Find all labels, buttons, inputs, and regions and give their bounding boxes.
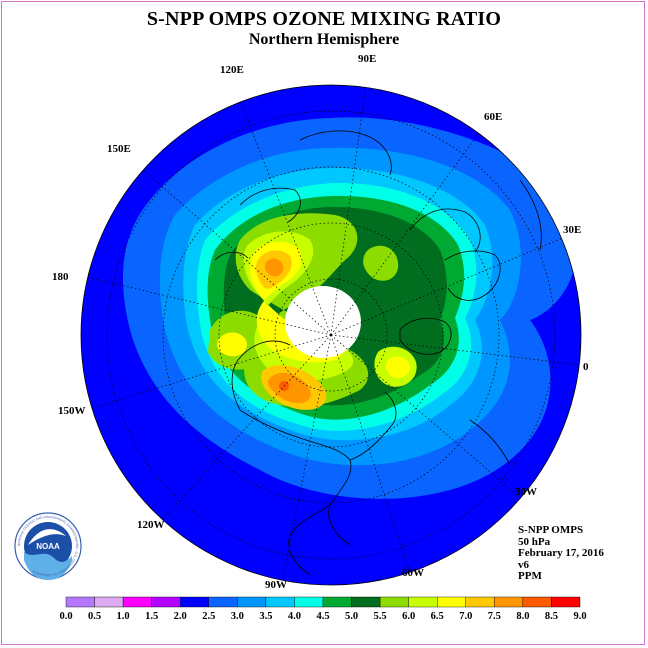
lon-label-90w: 90W — [265, 579, 287, 591]
colorbar-tick-label: 6.0 — [402, 611, 415, 622]
colorbar-swatch — [465, 596, 495, 608]
map-title: S-NPP OMPS OZONE MIXING RATIO — [146, 8, 502, 30]
colorbar-swatch — [522, 596, 552, 608]
info-date: February 17, 2016 — [518, 547, 604, 559]
lon-label-180: 180 — [52, 271, 69, 283]
colorbar-tick-label: 5.0 — [345, 611, 358, 622]
meridians — [81, 85, 581, 581]
colorbar-tick-label: 9.0 — [573, 611, 586, 622]
colorbar-tick-label: 3.5 — [259, 611, 272, 622]
parallels — [106, 110, 556, 560]
lon-label-90e: 90E — [358, 53, 376, 65]
lon-label-30w: 30W — [515, 486, 537, 498]
lon-label-60w: 60W — [402, 567, 424, 579]
lon-label-0: 0 — [583, 361, 589, 373]
info-block: S-NPP OMPS 50 hPa February 17, 2016 v6 P… — [518, 524, 604, 583]
lon-label-150e: 150E — [107, 143, 131, 155]
colorbar-swatch — [65, 596, 95, 608]
lon-label-120e: 120E — [220, 64, 244, 76]
colorbar-swatch — [494, 596, 524, 608]
info-units: PPM — [518, 570, 542, 582]
lon-label-60e: 60E — [484, 111, 502, 123]
map-border — [80, 84, 582, 586]
colorbar-tick-label: 1.5 — [145, 611, 158, 622]
colorbar-tick-label: 1.0 — [117, 611, 130, 622]
colorbar-tick-label: 6.5 — [431, 611, 444, 622]
colorbar-tick-label: 7.5 — [488, 611, 501, 622]
colorbar-swatch — [94, 596, 124, 608]
noaa-logo-text: NOAA — [36, 542, 60, 551]
colorbar-tick-label: 8.5 — [545, 611, 558, 622]
colorbar-tick-label: 3.0 — [231, 611, 244, 622]
colorbar-swatch — [379, 596, 409, 608]
colorbar-swatch — [208, 596, 238, 608]
colorbar-tick-label: 5.5 — [374, 611, 387, 622]
colorbar-swatch — [265, 596, 295, 608]
lon-label-120w: 120W — [137, 519, 165, 531]
map-subtitle: Northern Hemisphere — [248, 31, 400, 48]
coastlines — [214, 130, 542, 576]
colorbar-swatch — [551, 596, 581, 608]
lon-label-30e: 30E — [563, 224, 581, 236]
colorbar-swatch — [294, 596, 324, 608]
colorbar-tick-label: 7.0 — [459, 611, 472, 622]
colorbar-swatch — [151, 596, 181, 608]
noaa-logo: NOAA NATIONAL OCEANIC AND ATMOSPHERIC AD… — [14, 512, 82, 580]
colorbar-swatch — [180, 596, 209, 608]
colorbar-swatch — [322, 596, 352, 608]
colorbar-tick-label: 0.0 — [59, 611, 72, 622]
colorbar-swatch — [437, 596, 466, 608]
colorbar-swatch — [237, 596, 267, 608]
colorbar-swatch — [351, 596, 381, 608]
colorbar-swatches — [65, 596, 581, 608]
contour-6-5-pacific — [217, 332, 247, 357]
colorbar-tick-label: 8.0 — [516, 611, 529, 622]
colorbar-tick-label: 2.0 — [174, 611, 187, 622]
colorbar-tick-label: 4.0 — [288, 611, 301, 622]
contour-7-5-siberia — [264, 258, 284, 277]
colorbar-swatch — [122, 596, 152, 608]
colorbar-tick-label: 0.5 — [88, 611, 101, 622]
colorbar-swatch — [408, 596, 438, 608]
lon-label-150w: 150W — [58, 405, 86, 417]
polar-night-no-data — [285, 286, 361, 358]
colorbar-tick-label: 2.5 — [202, 611, 215, 622]
info-level: 50 hPa — [518, 535, 551, 548]
ozone-field — [81, 85, 581, 585]
info-instrument: S-NPP OMPS — [518, 524, 584, 536]
contour-7-5 — [267, 372, 311, 404]
info-version: v6 — [518, 558, 529, 571]
colorbar-tick-label: 4.5 — [316, 611, 329, 622]
colorbar-labels: 0.0 0.5 1.0 1.5 2.0 2.5 3.0 3.5 4.0 4.5 5.0 5.5 6.0 6… — [59, 611, 586, 622]
contour-6-5-atlantic — [385, 356, 411, 378]
contour-5-5-east — [363, 245, 399, 281]
